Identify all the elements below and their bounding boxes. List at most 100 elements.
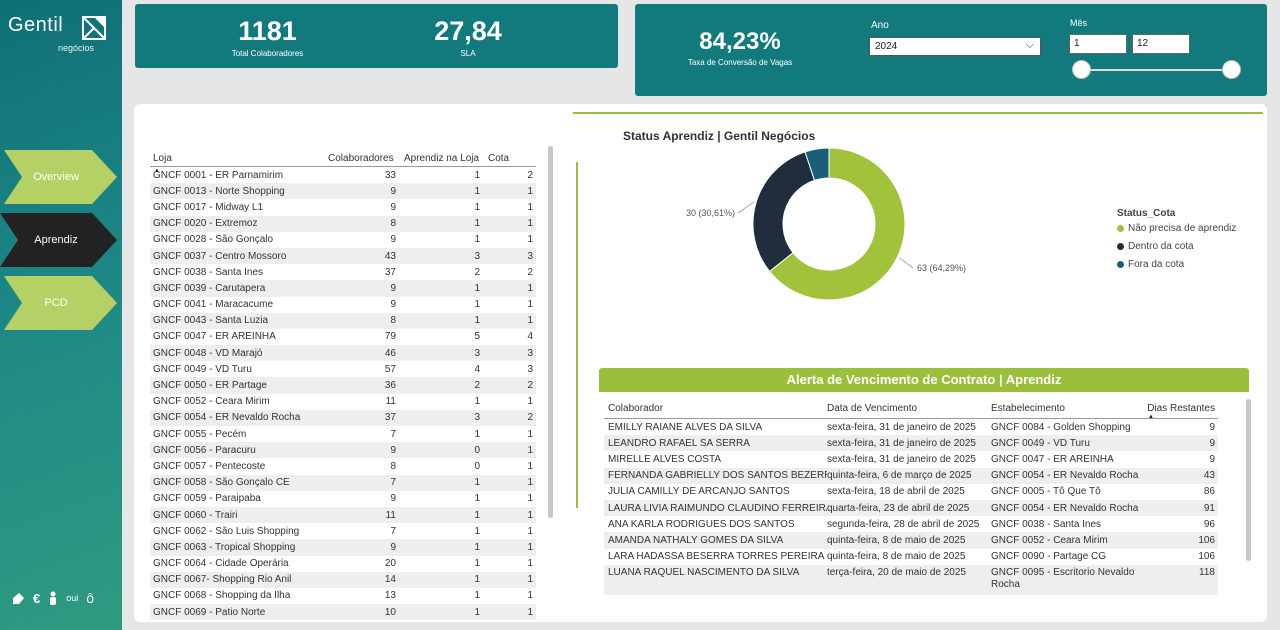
table-row[interactable]: GNCF 0039 - Carutapera911 (150, 280, 536, 296)
leader-line (899, 258, 913, 268)
col-header-colaboradores[interactable]: Colaboradores (322, 153, 398, 164)
cell-data: sexta-feira, 18 de abril de 2025 (827, 486, 991, 497)
sort-asc-icon: ▲ (1148, 414, 1154, 420)
nav-pcd-button[interactable]: PCD (0, 275, 118, 331)
cell-cota: 2 (482, 380, 536, 391)
cell-colaborador: LARA HADASSA BESERRA TORRES PEREIRA (604, 551, 827, 562)
cell-cota: 1 (482, 510, 536, 521)
cell-loja: GNCF 0047 - ER AREINHA (150, 331, 322, 342)
table-row[interactable]: GNCF 0059 - Paraipaba911 (150, 491, 536, 507)
table-row[interactable]: GNCF 0056 - Paracuru901 (150, 442, 536, 458)
cell-data: terça-feira, 20 de maio de 2025 (827, 567, 991, 578)
legend-item-fora[interactable]: Fora da cota (1117, 259, 1236, 270)
cell-colaborador: LUANA RAQUEL NASCIMENTO DA SILVA (604, 567, 827, 578)
table-row[interactable]: LEANDRO RAFAEL SA SERRAsexta-feira, 31 d… (604, 435, 1218, 451)
table-row[interactable]: AMANDA NATHALY GOMES DA SILVAquinta-feir… (604, 532, 1218, 548)
cell-estabelecimento: GNCF 0090 - Partage CG (991, 551, 1143, 562)
cell-loja: GNCF 0041 - Maracacume (150, 299, 322, 310)
table-row[interactable]: GNCF 0041 - Maracacume911 (150, 297, 536, 313)
table-row[interactable]: GNCF 0055 - Pecém711 (150, 426, 536, 442)
table-row[interactable]: LUANA RAQUEL NASCIMENTO DA SILVAterça-fe… (604, 565, 1218, 595)
nav-overview-button[interactable]: Overview (0, 149, 118, 205)
table-row[interactable]: ANA KARLA RODRIGUES DOS SANTOSsegunda-fe… (604, 516, 1218, 532)
table-row[interactable]: GNCF 0050 - ER Partage3622 (150, 377, 536, 393)
col-header-colaborador[interactable]: Colaborador (604, 403, 827, 414)
table-row[interactable]: LAURA LIVIA RAIMUNDO CLAUDINO FERREIRAqu… (604, 500, 1218, 516)
cell-aprendiz: 1 (398, 558, 482, 569)
kpi-total: 1181 Total Colaboradores (215, 16, 320, 58)
loja-table-header: Loja Colaboradores Aprendiz na Loja Cota… (150, 149, 536, 167)
table-row[interactable]: GNCF 0057 - Pentecoste801 (150, 458, 536, 474)
table-row[interactable]: GNCF 0063 - Tropical Shopping911 (150, 539, 536, 555)
table-row[interactable]: GNCF 0058 - São Gonçalo CE711 (150, 475, 536, 491)
cell-colaboradores: 20 (322, 558, 398, 569)
mes-slider-start-handle[interactable] (1072, 60, 1091, 79)
cell-loja: GNCF 0038 - Santa Ines (150, 267, 322, 278)
table-row[interactable]: GNCF 0017 - Midway L1911 (150, 199, 536, 215)
table-row[interactable]: GNCF 0052 - Ceara Mirim1111 (150, 394, 536, 410)
table-row[interactable]: GNCF 0038 - Santa Ines3722 (150, 264, 536, 280)
cell-estabelecimento: GNCF 0049 - VD Turu (991, 438, 1143, 449)
cell-colaboradores: 14 (322, 574, 398, 585)
cell-colaborador: FERNANDA GABRIELLY DOS SANTOS BEZERRA (604, 470, 827, 481)
cell-loja: GNCF 0037 - Centro Mossoro (150, 251, 322, 262)
loja-table: Loja Colaboradores Aprendiz na Loja Cota… (150, 149, 536, 620)
col-header-loja[interactable]: Loja (150, 153, 322, 164)
cell-dias: 106 (1143, 535, 1218, 546)
col-header-data[interactable]: Data de Vencimento (827, 403, 991, 414)
table-row[interactable]: GNCF 0062 - São Luis Shopping711 (150, 523, 536, 539)
cell-loja: GNCF 0050 - ER Partage (150, 380, 322, 391)
col-header-aprendiz[interactable]: Aprendiz na Loja (398, 153, 482, 164)
slice-dentro-da-cota[interactable] (753, 152, 815, 272)
table-row[interactable]: GNCF 0067- Shopping Rio Anil1411 (150, 572, 536, 588)
table-row[interactable]: GNCF 0043 - Santa Luzia811 (150, 313, 536, 329)
kpi-sla-value: 27,84 (418, 16, 518, 47)
col-header-dias[interactable]: Dias Restantes (1143, 403, 1218, 414)
table-row[interactable]: GNCF 0068 - Shopping da Ilha1311 (150, 588, 536, 604)
ano-select[interactable]: 2024 ⌵ (869, 37, 1041, 56)
cell-aprendiz: 3 (398, 251, 482, 262)
table-row[interactable]: GNCF 0047 - ER AREINHA7954 (150, 329, 536, 345)
table-row[interactable]: GNCF 0064 - Cidade Operária2011 (150, 556, 536, 572)
alert-table-scrollbar[interactable] (1246, 399, 1251, 561)
table-row[interactable]: GNCF 0001 - ER Parnamirim3312 (150, 167, 536, 183)
loja-table-scrollbar[interactable] (548, 146, 553, 518)
cell-loja: GNCF 0001 - ER Parnamirim (150, 170, 322, 181)
mes-to-input[interactable]: 12 (1132, 34, 1190, 54)
legend-item-nao-precisa[interactable]: Não precisa de aprendiz (1117, 223, 1236, 234)
table-row[interactable]: GNCF 0049 - VD Turu5743 (150, 361, 536, 377)
table-row[interactable]: MIRELLE ALVES COSTAsexta-feira, 31 de ja… (604, 451, 1218, 467)
cell-aprendiz: 1 (398, 574, 482, 585)
col-header-estabelecimento[interactable]: Estabelecimento (991, 403, 1143, 414)
table-row[interactable]: GNCF 0020 - Extremoz811 (150, 216, 536, 232)
mes-slider-end-handle[interactable] (1222, 60, 1241, 79)
table-row[interactable]: GNCF 0069 - Patio Norte1011 (150, 604, 536, 620)
cell-aprendiz: 1 (398, 477, 482, 488)
nav-aprendiz-button[interactable]: Aprendiz (0, 212, 118, 268)
cell-loja: GNCF 0055 - Pecém (150, 429, 322, 440)
table-row[interactable]: GNCF 0054 - ER Nevaldo Rocha3732 (150, 410, 536, 426)
table-row[interactable]: GNCF 0013 - Norte Shopping911 (150, 183, 536, 199)
table-row[interactable]: EMILLY RAIANE ALVES DA SILVAsexta-feira,… (604, 419, 1218, 435)
cell-data: quarta-feira, 23 de abril de 2025 (827, 503, 991, 514)
mes-from-input[interactable]: 1 (1069, 34, 1127, 54)
mes-slider-track[interactable] (1082, 69, 1232, 71)
col-header-cota[interactable]: Cota (482, 153, 536, 164)
table-row[interactable]: FERNANDA GABRIELLY DOS SANTOS BEZERRAqui… (604, 468, 1218, 484)
sidebar: Gentil negócios Overview Aprendiz PCD € … (0, 0, 122, 630)
table-row[interactable]: LARA HADASSA BESERRA TORRES PEREIRAquint… (604, 549, 1218, 565)
cell-loja: GNCF 0043 - Santa Luzia (150, 315, 322, 326)
cell-dias: 9 (1143, 438, 1218, 449)
table-row[interactable]: GNCF 0060 - Trairi1111 (150, 507, 536, 523)
table-row[interactable]: GNCF 0048 - VD Marajó4633 (150, 345, 536, 361)
cell-estabelecimento: GNCF 0038 - Santa Ines (991, 519, 1143, 530)
cell-colaboradores: 11 (322, 396, 398, 407)
cell-dias: 43 (1143, 470, 1218, 481)
table-row[interactable]: JULIA CAMILLY DE ARCANJO SANTOSsexta-fei… (604, 484, 1218, 500)
legend-item-dentro[interactable]: Dentro da cota (1117, 241, 1236, 252)
table-row[interactable]: GNCF 0028 - São Gonçalo911 (150, 232, 536, 248)
person-icon (48, 591, 58, 605)
table-row[interactable]: GNCF 0037 - Centro Mossoro4333 (150, 248, 536, 264)
cell-aprendiz: 1 (398, 590, 482, 601)
cell-cota: 2 (482, 267, 536, 278)
